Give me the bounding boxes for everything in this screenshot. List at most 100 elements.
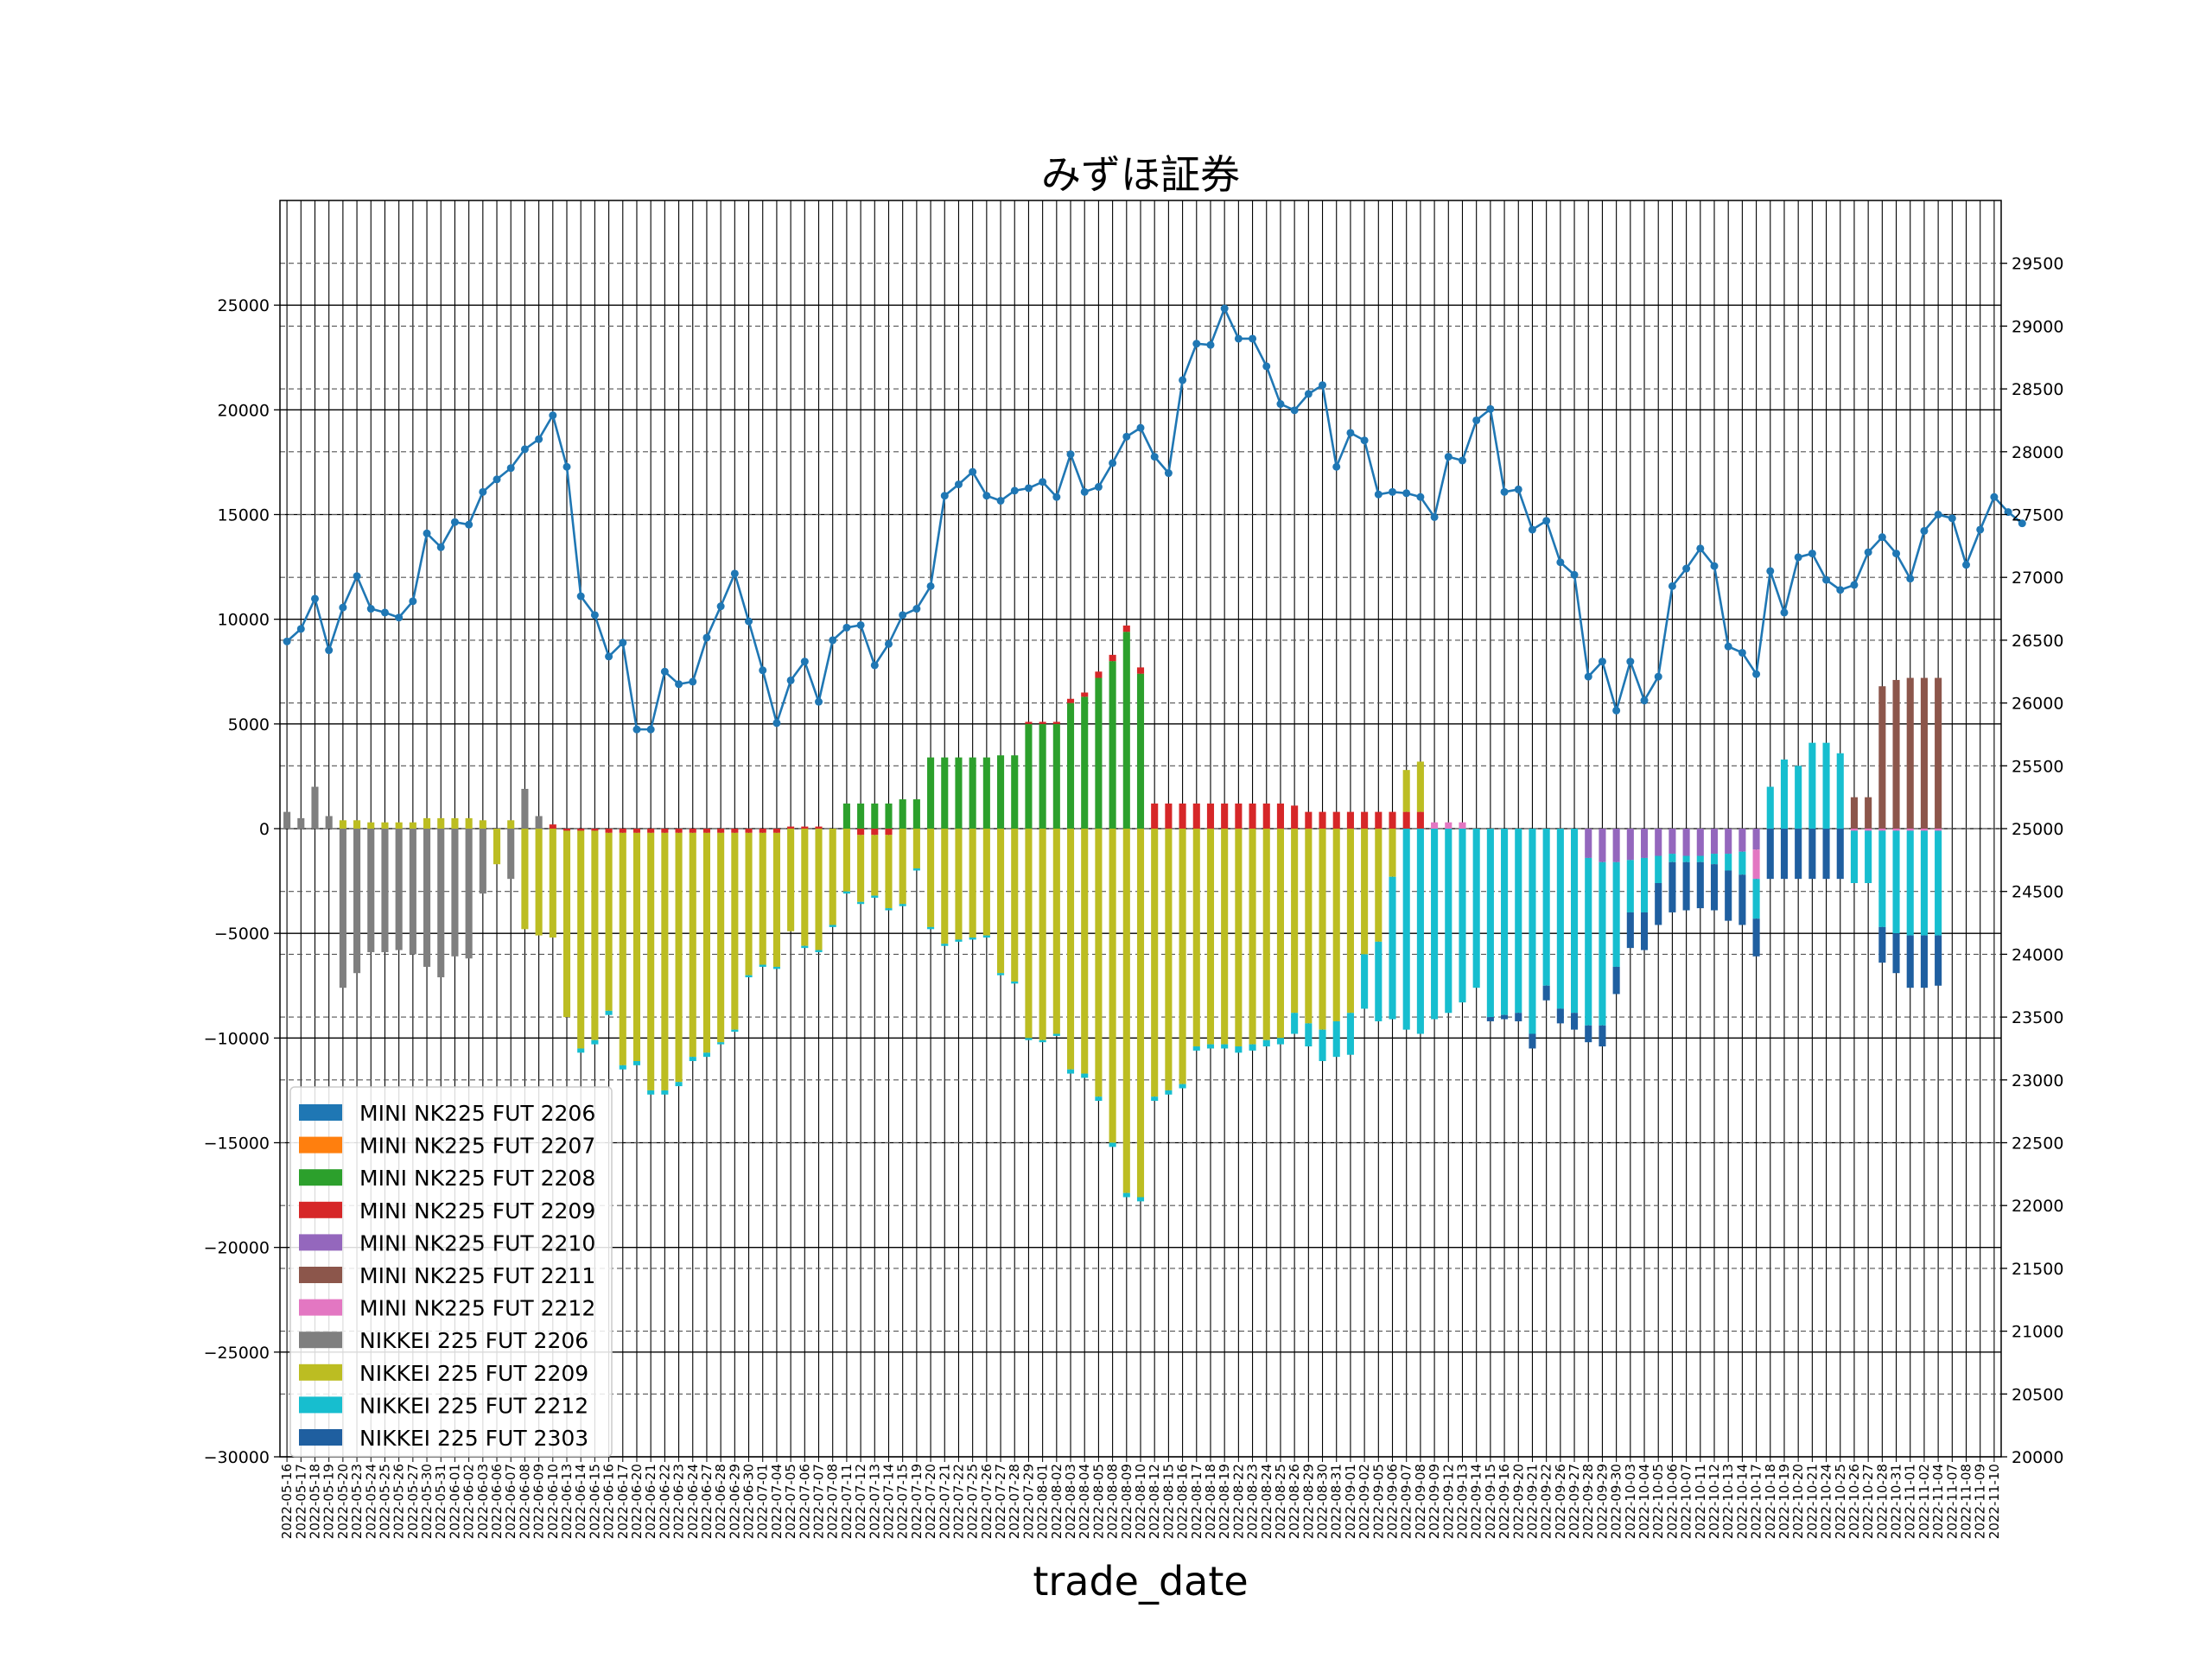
bar-segment (1780, 760, 1789, 829)
x-tick-label: 2022-05-16 (279, 1464, 295, 1539)
x-tick-label: 2022-08-01 (1035, 1464, 1051, 1539)
bar-segment (1556, 1008, 1564, 1024)
bar-segment (1361, 829, 1369, 955)
bar-segment (1235, 829, 1243, 1047)
bar-segment (1501, 829, 1509, 1015)
price-point (1220, 304, 1229, 313)
x-tick-label: 2022-07-27 (993, 1464, 1008, 1539)
bar-segment (1066, 1069, 1075, 1074)
x-tick-label: 2022-07-20 (923, 1464, 938, 1539)
bar-segment (1095, 677, 1103, 829)
bar-segment (912, 799, 920, 829)
bar-segment (1095, 829, 1103, 1097)
bar-segment (1669, 854, 1676, 862)
x-tick-label: 2022-09-29 (1594, 1464, 1610, 1539)
bar-segment (702, 1052, 710, 1058)
bar-segment (507, 829, 515, 880)
x-tick-label: 2022-10-19 (1777, 1464, 1792, 1539)
y2-tick-label: 25500 (2012, 757, 2063, 776)
bar-segment (885, 835, 893, 909)
price-point (786, 676, 795, 684)
price-point (563, 462, 571, 471)
bar-segment (1626, 912, 1634, 949)
x-tick-label: 2022-10-07 (1679, 1464, 1694, 1539)
x-tick-label: 2022-09-14 (1469, 1464, 1484, 1539)
x-tick-label: 2022-05-26 (391, 1464, 407, 1539)
y-tick-label: −30000 (204, 1448, 270, 1467)
bar-segment (1878, 686, 1886, 829)
x-tick-label: 2022-10-28 (1874, 1464, 1890, 1539)
y-tick-label: −10000 (204, 1029, 270, 1048)
bar-segment (1291, 805, 1299, 829)
bar-segment (1822, 742, 1830, 829)
y-axis-right: 20000 20500 21000 21500 22000 22500 23000 23500… (2001, 255, 2063, 1467)
bar-segment (1935, 935, 1942, 986)
bar-segment (479, 829, 486, 894)
price-point (899, 611, 907, 620)
x-tick-label: 2022-08-17 (1189, 1464, 1205, 1539)
x-tick-label: 2022-08-29 (1300, 1464, 1316, 1539)
x-tick-label: 2022-09-07 (1399, 1464, 1414, 1539)
price-point (632, 725, 641, 734)
x-tick-label: 2022-07-25 (965, 1464, 981, 1539)
legend-swatch (299, 1201, 342, 1218)
price-point (1080, 487, 1089, 496)
price-point (870, 661, 879, 670)
x-tick-label: 2022-08-30 (1315, 1464, 1331, 1539)
price-point (1836, 586, 1845, 594)
bar-segment (815, 829, 823, 950)
price-point (1710, 562, 1719, 570)
x-tick-label: 2022-10-04 (1637, 1464, 1652, 1539)
x-tick-label: 2022-05-23 (349, 1464, 365, 1539)
bar-segment (409, 822, 416, 829)
bar-segment (1389, 876, 1396, 1020)
bar-segment (997, 829, 1005, 974)
bar-segment (1332, 1020, 1340, 1058)
bar-segment (1136, 667, 1145, 674)
y-tick-label: −15000 (204, 1135, 270, 1154)
bar-segment (1459, 822, 1466, 829)
price-point (772, 719, 781, 728)
bar-segment (1669, 861, 1676, 912)
bar-segment (1151, 803, 1159, 829)
bar-segment (759, 832, 766, 965)
bar-segment (1640, 857, 1649, 912)
x-tick-label: 2022-10-12 (1707, 1464, 1722, 1539)
bar-segment (1696, 829, 1704, 856)
bar-segment (1920, 830, 1928, 936)
bar-segment (1795, 829, 1802, 880)
bar-segment (395, 829, 403, 950)
price-point (1416, 493, 1425, 501)
price-point (1039, 478, 1047, 486)
bar-segment (661, 1090, 669, 1095)
bar-segment (885, 908, 893, 911)
bar-segment (1906, 830, 1914, 936)
bar-segment (1221, 803, 1229, 829)
bar-segment (1165, 1090, 1173, 1095)
bar-segment (1585, 1025, 1592, 1043)
bar-segment (871, 835, 879, 896)
y-tick-label: −25000 (204, 1344, 270, 1363)
bar-segment (632, 1060, 641, 1065)
bar-segment (1612, 966, 1620, 995)
price-point (1556, 558, 1565, 567)
x-tick-label: 2022-11-09 (1973, 1464, 1988, 1539)
price-point (1402, 489, 1411, 498)
x-tick-label: 2022-08-16 (1175, 1464, 1191, 1539)
price-point (1738, 648, 1746, 657)
bar-segment (1445, 822, 1452, 829)
x-tick-label: 2022-05-19 (321, 1464, 337, 1539)
bar-segment (1529, 829, 1536, 1034)
x-tick-label: 2022-06-08 (517, 1464, 532, 1539)
y-tick-label: 15000 (218, 506, 270, 525)
legend-label: NIKKEI 225 FUT 2212 (359, 1393, 588, 1418)
x-tick-label: 2022-11-10 (1986, 1464, 2002, 1539)
price-point (1878, 533, 1886, 542)
legend-swatch (299, 1104, 342, 1121)
price-point (2004, 508, 2012, 517)
bar-segment (1052, 721, 1060, 724)
price-point (842, 623, 851, 632)
bar-segment (1011, 755, 1019, 829)
bar-segment (1725, 854, 1732, 871)
